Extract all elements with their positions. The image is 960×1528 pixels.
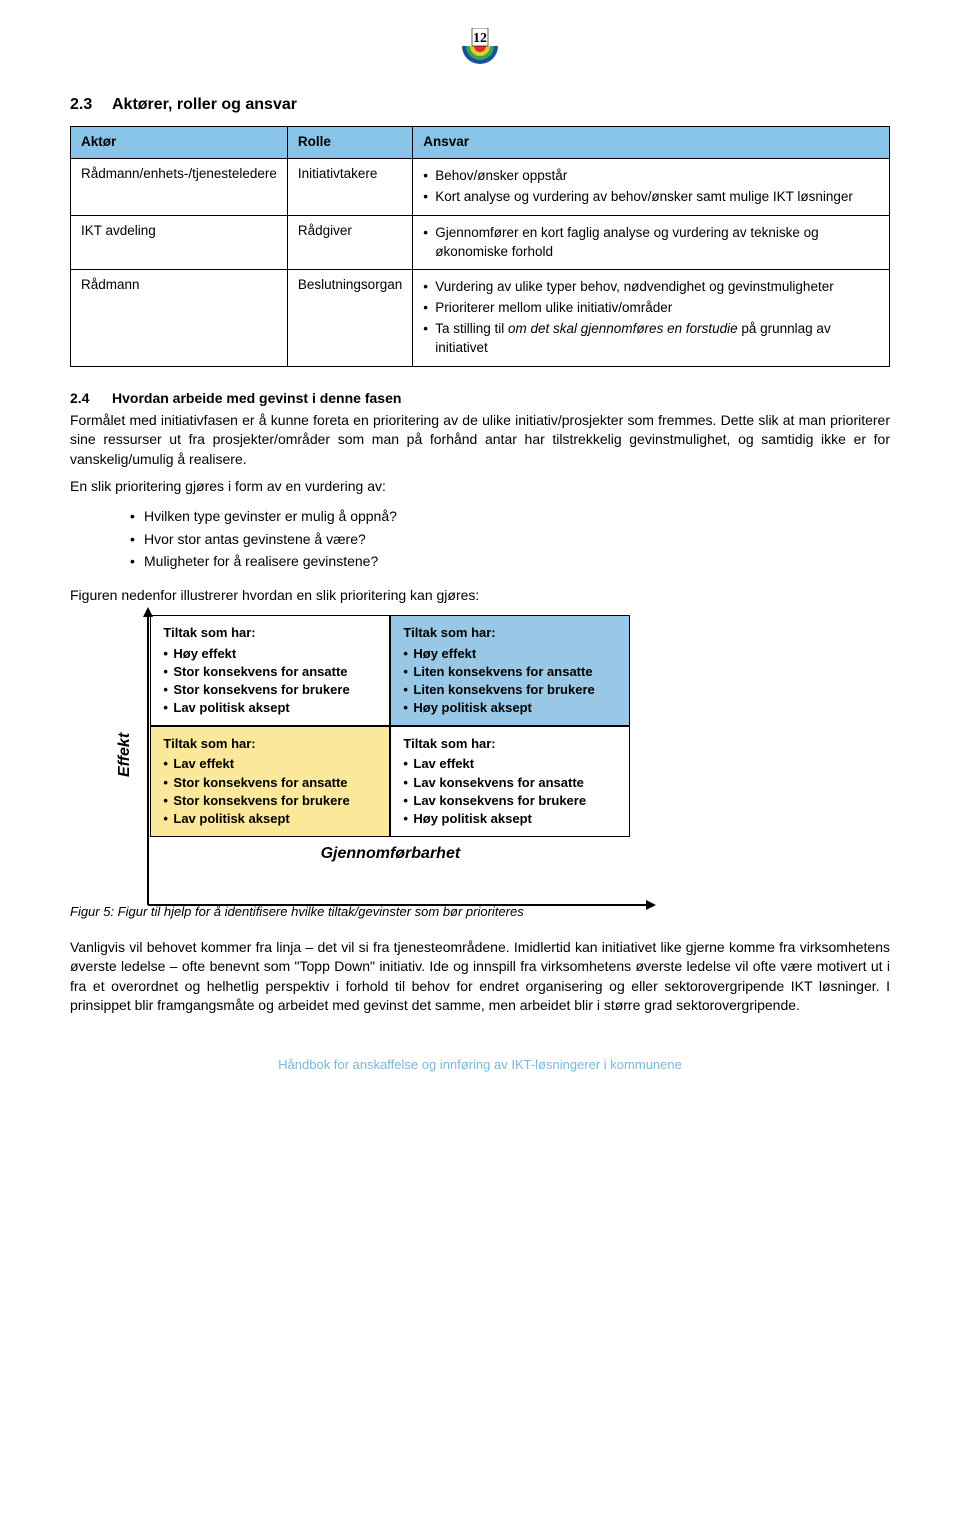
list-item: Hvor stor antas gevinstene å være? — [130, 530, 890, 550]
matrix-quadrant-top-right: Tiltak som har: Høy effekt Liten konsekv… — [390, 615, 630, 726]
table-header-rolle: Rolle — [287, 126, 412, 158]
cell-aktor: Rådmann/enhets-/tjenesteledere — [71, 158, 288, 215]
table-row: Rådmann Beslutningsorgan Vurdering av ul… — [71, 270, 890, 367]
matrix-quadrant-top-left: Tiltak som har: Høy effekt Stor konsekve… — [150, 615, 390, 726]
logo-icon: 12 — [457, 28, 503, 74]
cell-ansvar: Vurdering av ulike typer behov, nødvendi… — [413, 270, 890, 367]
figure-5-caption: Figur 5: Figur til hjelp for å identifis… — [70, 903, 890, 921]
table-header-ansvar: Ansvar — [413, 126, 890, 158]
cell-aktor: IKT avdeling — [71, 215, 288, 270]
section-2-3-title: 2.3Aktører, roller og ansvar — [70, 94, 890, 116]
list-item: Muligheter for å realisere gevinstene? — [130, 552, 890, 572]
cell-rolle: Rådgiver — [287, 215, 412, 270]
page-logo: 12 — [70, 28, 890, 80]
table-row: Rådmann/enhets-/tjenesteledere Initiativ… — [71, 158, 890, 215]
table-header-aktor: Aktør — [71, 126, 288, 158]
section-2-4-para2: En slik prioritering gjøres i form av en… — [70, 477, 890, 497]
matrix-x-axis-label: Gjennomførbarhet — [150, 843, 630, 865]
section-2-4-title: 2.4Hvordan arbeide med gevinst i denne f… — [70, 389, 890, 409]
matrix-quadrant-bottom-left: Tiltak som har: Lav effekt Stor konsekve… — [150, 726, 390, 837]
cell-rolle: Beslutningsorgan — [287, 270, 412, 367]
priority-matrix-figure: Effekt Tiltak som har: Høy effekt Stor k… — [110, 615, 890, 895]
cell-aktor: Rådmann — [71, 270, 288, 367]
cell-rolle: Initiativtakere — [287, 158, 412, 215]
cell-ansvar: Behov/ønsker oppstår Kort analyse og vur… — [413, 158, 890, 215]
table-row: IKT avdeling Rådgiver Gjennomfører en ko… — [71, 215, 890, 270]
page-number: 12 — [473, 31, 487, 46]
section-2-4-para3: Figuren nedenfor illustrerer hvordan en … — [70, 586, 890, 606]
cell-ansvar: Gjennomfører en kort faglig analyse og v… — [413, 215, 890, 270]
matrix-y-axis-label: Effekt — [110, 615, 140, 895]
section-2-4-bullets: Hvilken type gevinster er mulig å oppnå?… — [70, 507, 890, 572]
closing-paragraph: Vanligvis vil behovet kommer fra linja –… — [70, 938, 890, 1016]
section-2-4-para1: Formålet med initiativfasen er å kunne f… — [70, 411, 890, 470]
actor-role-table: Aktør Rolle Ansvar Rådmann/enhets-/tjene… — [70, 126, 890, 367]
matrix-quadrant-bottom-right: Tiltak som har: Lav effekt Lav konsekven… — [390, 726, 630, 837]
list-item: Hvilken type gevinster er mulig å oppnå? — [130, 507, 890, 527]
page-footer: Håndbok for anskaffelse og innføring av … — [70, 1056, 890, 1074]
